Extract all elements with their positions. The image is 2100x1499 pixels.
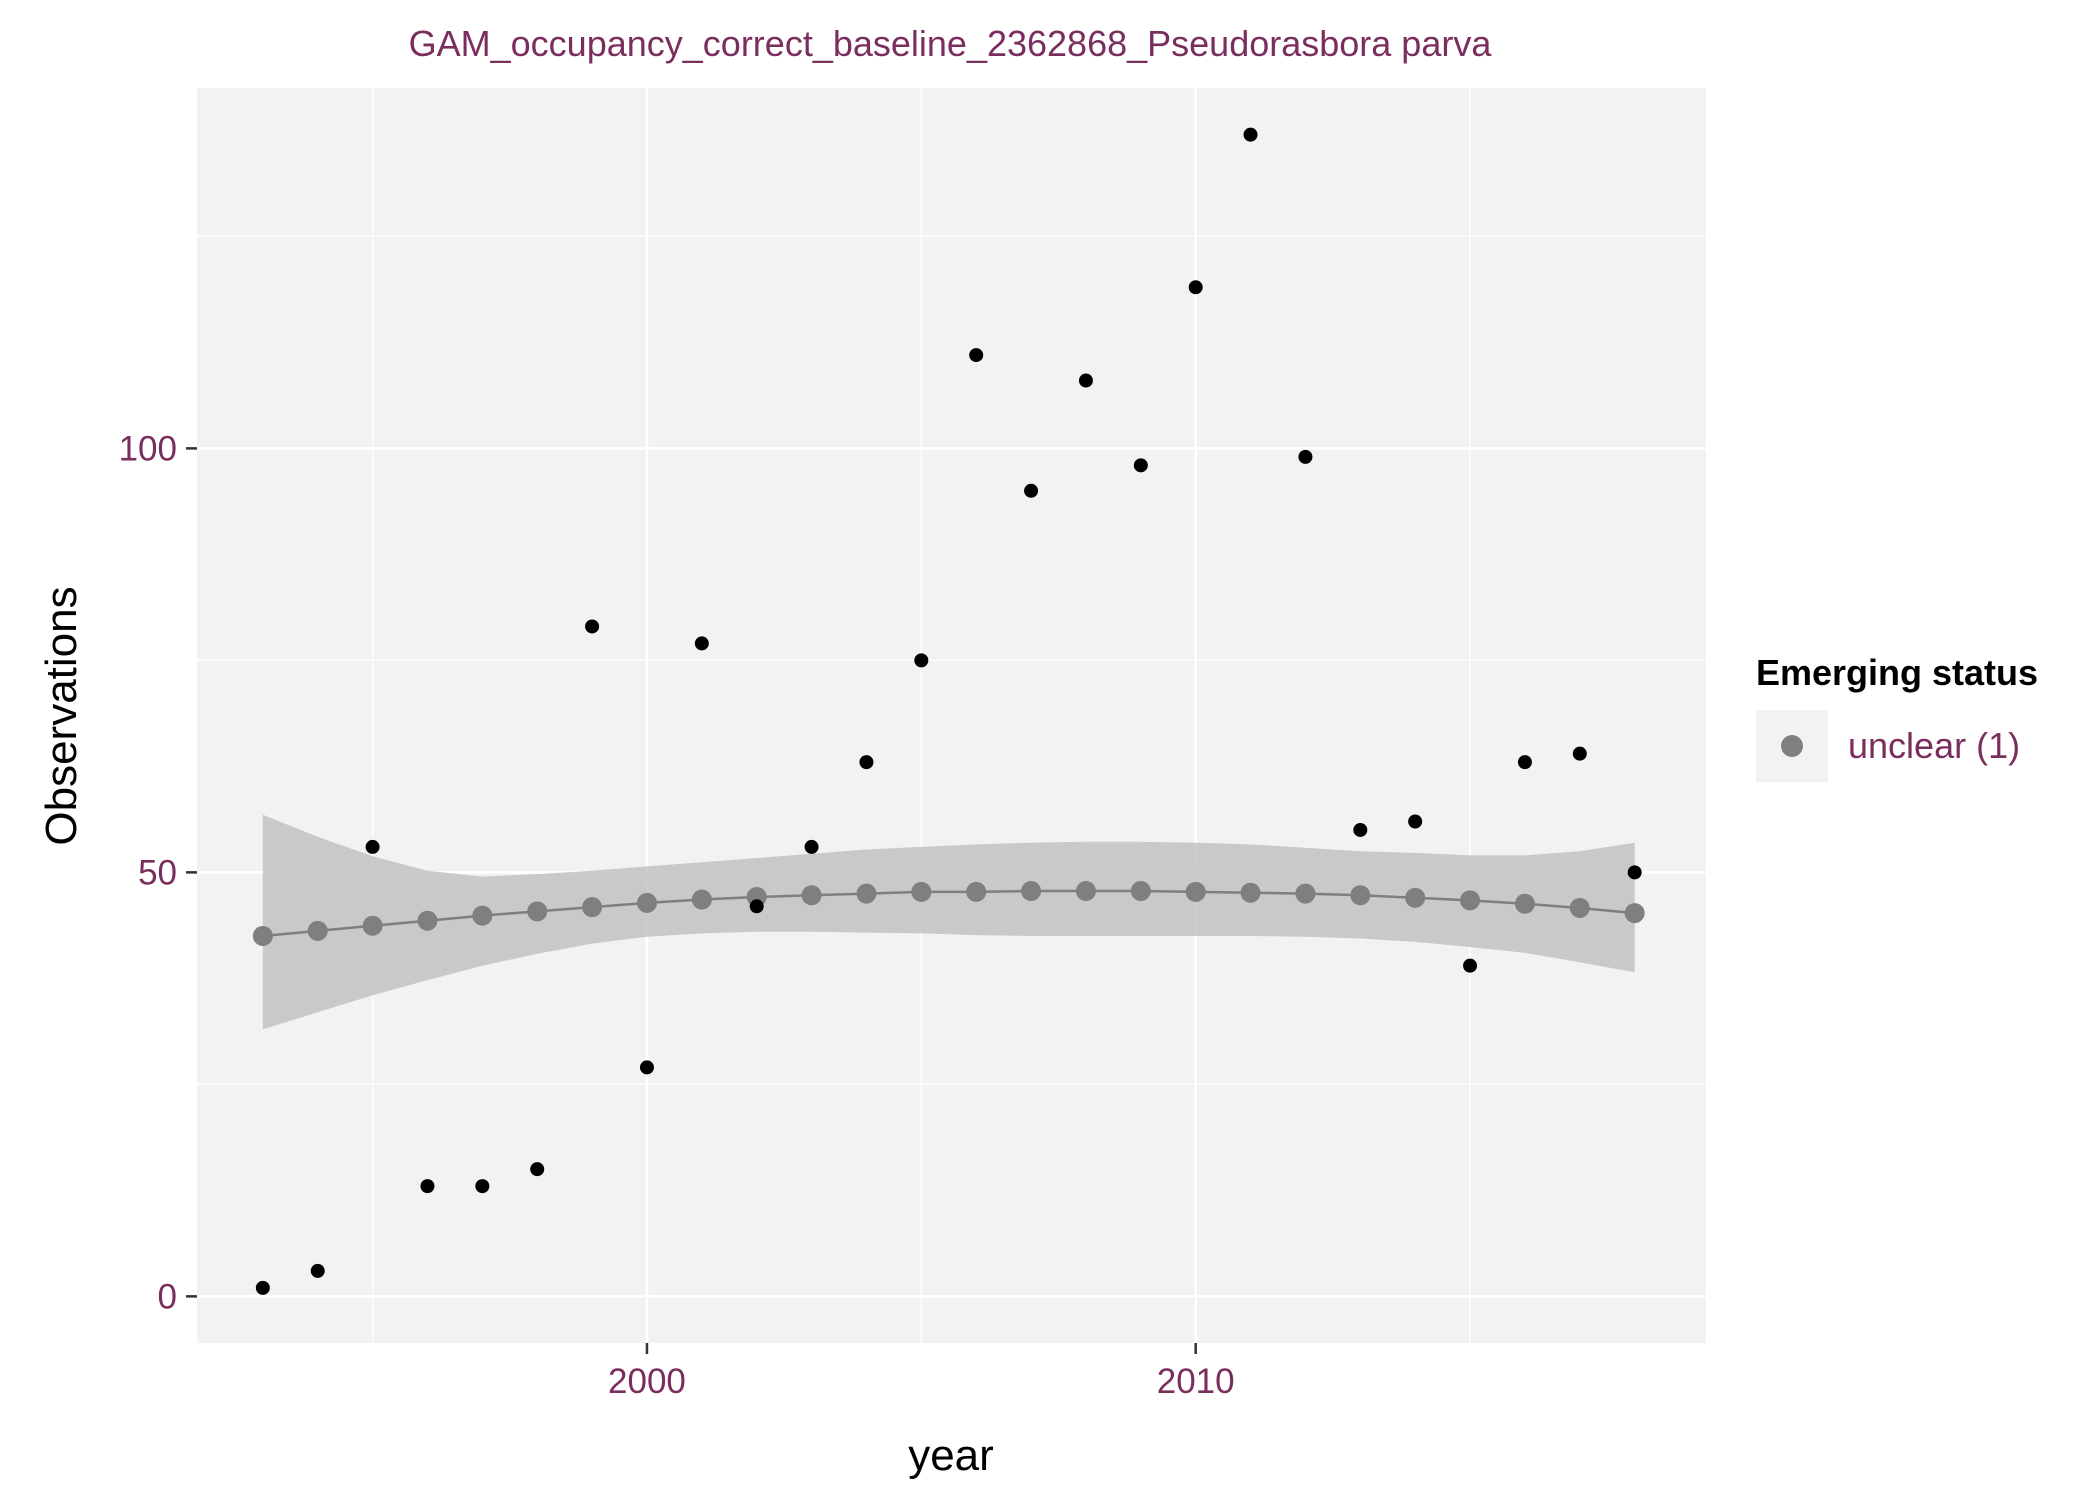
- observed-point: [420, 1179, 435, 1194]
- observed-point: [1572, 746, 1587, 761]
- observed-points-layer: [255, 127, 1642, 1295]
- observed-point: [969, 348, 984, 363]
- observed-point: [859, 755, 874, 770]
- fitted-point: [636, 892, 657, 913]
- confidence-ribbon: [262, 814, 1635, 1030]
- fitted-point: [801, 885, 822, 906]
- fitted-point: [1405, 887, 1426, 908]
- fitted-point: [472, 905, 493, 926]
- observed-point: [749, 899, 764, 914]
- fitted-point: [1185, 881, 1206, 902]
- observed-point: [1024, 483, 1039, 498]
- observed-point: [1463, 958, 1478, 973]
- fitted-point: [966, 881, 987, 902]
- fitted-point: [1240, 882, 1261, 903]
- observed-point: [914, 653, 929, 668]
- y-tick-label: 100: [119, 429, 177, 468]
- observed-point: [639, 1060, 654, 1075]
- fitted-point: [856, 883, 877, 904]
- fitted-point: [582, 897, 603, 918]
- fitted-point: [1569, 897, 1590, 918]
- chart-title: GAM_occupancy_correct_baseline_2362868_P…: [409, 23, 1493, 64]
- x-axis-label: year: [908, 1431, 994, 1480]
- x-tick-label: 2000: [608, 1362, 686, 1401]
- grid-minor: [197, 88, 1706, 1343]
- fitted-point: [527, 901, 548, 922]
- fitted-point: [911, 881, 932, 902]
- observed-point: [365, 839, 380, 854]
- legend-title: Emerging status: [1756, 652, 2038, 693]
- confidence-ribbon-layer: [262, 814, 1635, 1030]
- fitted-point: [1514, 893, 1535, 914]
- fitted-point: [1130, 881, 1151, 902]
- observed-point: [1243, 127, 1258, 142]
- fitted-point: [307, 920, 328, 941]
- fitted-point: [1075, 881, 1096, 902]
- fitted-point: [1295, 883, 1316, 904]
- legend: Emerging status unclear (1): [1756, 652, 2038, 782]
- observed-point: [1517, 755, 1532, 770]
- fitted-point: [691, 889, 712, 910]
- fitted-point: [1624, 903, 1645, 924]
- legend-entry-label: unclear (1): [1848, 725, 2020, 766]
- legend-key-point: [1781, 735, 1803, 757]
- fitted-point: [1350, 885, 1371, 906]
- observed-point: [804, 839, 819, 854]
- observed-point: [255, 1280, 270, 1295]
- fitted-series-layer: [252, 881, 1645, 946]
- observed-point: [1627, 865, 1642, 880]
- observed-point: [1408, 814, 1423, 829]
- observed-point: [1353, 822, 1368, 837]
- plot-panel: [197, 88, 1706, 1343]
- observed-point: [310, 1263, 325, 1278]
- fitted-point: [362, 915, 383, 936]
- fitted-point: [417, 910, 438, 931]
- fitted-point: [1460, 890, 1481, 911]
- y-tick-label: 50: [138, 853, 177, 892]
- y-axis: 0 50 100: [119, 429, 197, 1316]
- observed-point: [1298, 449, 1313, 464]
- observed-point: [1133, 458, 1148, 473]
- observed-point: [694, 636, 709, 651]
- observed-point: [585, 619, 600, 634]
- observed-point: [1188, 280, 1203, 295]
- observed-point: [475, 1179, 490, 1194]
- y-axis-label: Observations: [37, 586, 86, 845]
- fitted-point: [1021, 881, 1042, 902]
- y-tick-label: 0: [158, 1277, 177, 1316]
- observed-point: [1078, 373, 1093, 388]
- fitted-point: [252, 925, 273, 946]
- x-axis: 2000 2010: [608, 1343, 1235, 1401]
- x-tick-label: 2010: [1157, 1362, 1235, 1401]
- observed-point: [530, 1162, 545, 1177]
